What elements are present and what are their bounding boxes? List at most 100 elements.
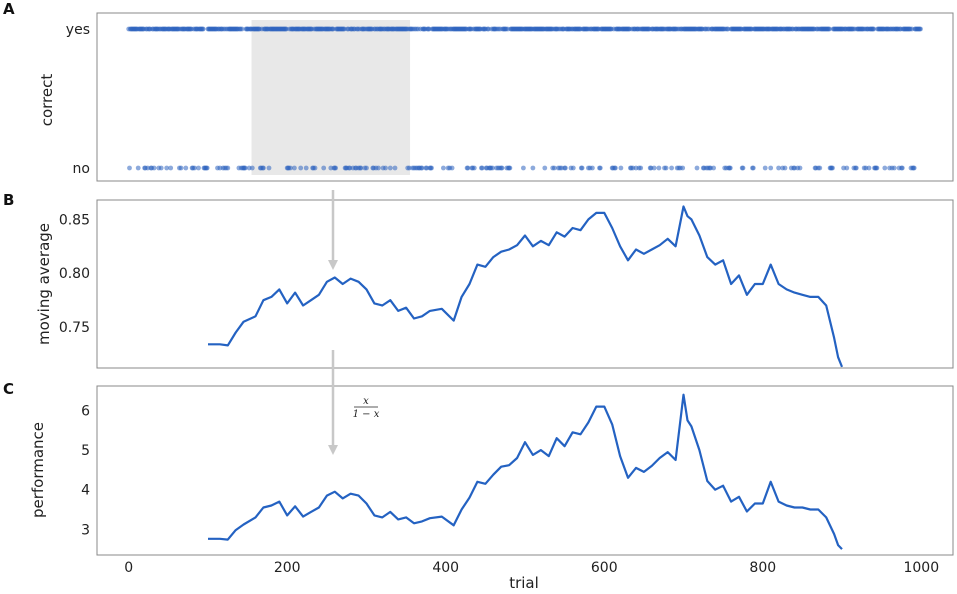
panel-c: 3 4 5 6 performance trial 0 200 400 600 800 1000 [29,385,954,592]
point-correct-no [441,165,446,171]
point-correct-no [196,165,201,171]
ytick-label: 0.80 [59,266,90,282]
point-correct-no [288,165,293,171]
ytick-label: 4 [81,483,90,499]
formula-numerator: x [363,396,369,407]
point-correct-yes [239,26,245,32]
performance-line [208,393,843,550]
ytick-label-no: no [73,161,90,177]
panel-a-frame [96,12,954,182]
xtick-label: 800 [749,560,776,576]
point-correct-no [225,165,231,171]
point-correct-no [899,165,905,171]
moving-average-line [208,205,844,368]
point-correct-no [364,165,369,171]
panel-c-ticks: 3 4 5 6 [81,404,90,539]
point-correct-yes [871,26,877,32]
ytick-label: 3 [81,522,90,538]
point-correct-no [891,165,897,171]
point-correct-no [797,165,803,171]
y-axis-label-correct: correct [38,74,56,127]
panel-b-frame [96,199,954,369]
xtick-label: 600 [591,560,618,576]
panel-c-frame [96,385,954,556]
ytick-label: 0.75 [59,320,90,336]
point-correct-no [911,165,917,171]
point-correct-no [694,165,700,171]
panel-letter-c: C [3,380,14,398]
point-correct-no [266,165,272,171]
point-correct-no [882,165,888,171]
transform-arrows: x 1 − x [328,190,380,455]
point-correct-no [333,165,338,171]
point-correct-no [429,165,434,171]
point-correct-no [135,165,141,171]
point-correct-no [613,165,618,171]
point-correct-no [570,165,576,171]
point-correct-no [669,165,674,171]
point-correct-no [376,165,381,171]
ytick-label: 5 [81,443,90,459]
point-correct-no [638,165,644,171]
point-correct-no [178,165,184,171]
point-correct-no [261,165,266,171]
point-correct-no [750,165,756,171]
formula-denominator: 1 − x [353,409,380,420]
xtick-label: 1000 [903,560,939,576]
point-correct-no [830,165,835,171]
ytick-label: 6 [81,404,90,420]
point-correct-no [419,165,425,171]
point-correct-no [292,165,297,171]
point-correct-no [656,165,662,171]
point-correct-no [680,165,686,171]
point-correct-no [874,165,880,171]
point-correct-no [127,165,132,171]
panel-a: yes no correct [38,12,954,182]
ytick-label-yes: yes [66,22,90,38]
point-correct-no [711,165,716,171]
point-correct-no [597,165,603,171]
ytick-label: 0.85 [59,212,90,228]
point-correct-no [465,165,471,171]
point-correct-no [776,165,781,171]
point-correct-no [192,165,197,171]
xtick-label: 200 [274,560,301,576]
point-correct-yes [827,26,832,32]
point-correct-no [164,165,170,171]
point-correct-no [158,165,164,171]
point-correct-yes [918,26,923,32]
point-correct-no [740,165,746,171]
y-axis-label-performance: performance [29,422,47,518]
point-correct-no [479,165,485,171]
point-correct-no [358,165,364,171]
point-correct-no [168,165,174,171]
point-correct-no [618,165,624,171]
point-correct-no [507,165,513,171]
panel-letter-b: B [3,191,14,209]
xtick-label: 400 [432,560,459,576]
point-correct-no [782,165,788,171]
point-correct-no [530,165,536,171]
panel-b: 0.75 0.80 0.85 moving average [35,199,954,369]
point-correct-no [663,165,669,171]
highlight-region [251,20,411,175]
arrow-b-to-c-head [328,445,338,455]
point-correct-no [853,165,859,171]
point-correct-no [151,165,157,171]
point-correct-no [563,165,568,171]
point-correct-no [579,165,585,171]
correct-scatter [126,26,923,171]
point-correct-no [542,165,548,171]
point-correct-no [651,165,657,171]
point-correct-no [298,165,304,171]
point-correct-no [521,165,526,171]
point-correct-no [383,165,388,171]
point-correct-no [204,165,210,171]
point-correct-no [590,165,595,171]
point-correct-no [762,165,768,171]
point-correct-no [321,165,327,171]
point-correct-yes [200,26,206,32]
point-correct-no [768,165,774,171]
panel-b-ticks: 0.75 0.80 0.85 [59,212,90,336]
